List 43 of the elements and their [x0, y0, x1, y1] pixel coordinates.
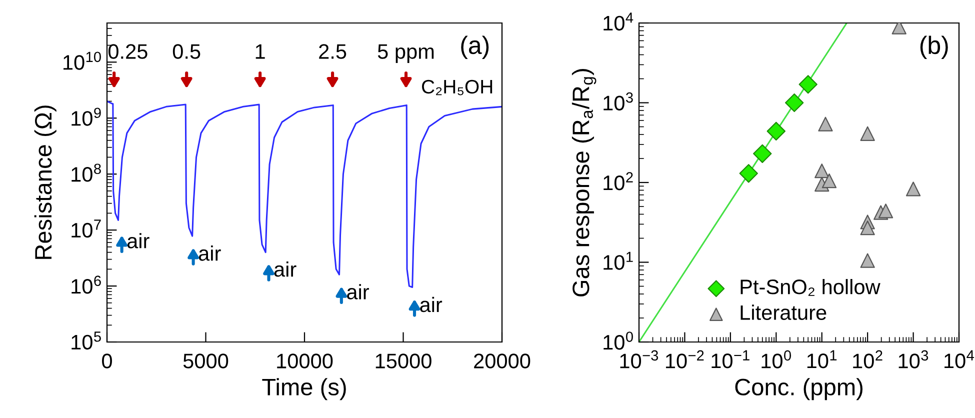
annotation: 1	[256, 44, 265, 59]
y-tick-label: 10$^{8}$	[72, 164, 101, 182]
x-tick-label: 10$^{−1}$	[712, 350, 750, 368]
annotation: air	[127, 233, 150, 248]
annotation: air	[198, 246, 221, 261]
y-tick-label: 10$^{1}$	[604, 252, 633, 270]
y-tick-label: 10$^{3}$	[604, 92, 633, 110]
y-tick-label: 10$^{2}$	[604, 172, 633, 190]
y-tick-label: 10$^{7}$	[72, 220, 101, 238]
x-tick-label: 10000	[277, 354, 333, 368]
x-tick-label: 5000	[183, 354, 228, 368]
annotation: air	[347, 284, 369, 300]
annotation: 5 ppm	[378, 44, 434, 64]
annotation: 0.25	[108, 44, 148, 59]
annotation: air	[274, 261, 296, 277]
y-tick-label: 10$^{9}$	[72, 108, 101, 126]
annotation: air	[420, 296, 442, 312]
y-tick-label: 10$^{4}$	[604, 12, 634, 31]
x-tick-label: 10$^{1}$	[807, 350, 837, 368]
y-tick-label: 10$^{6}$	[72, 276, 101, 294]
y-tick-label: 10$^{10}$	[64, 52, 101, 70]
annotation: 2.5	[319, 44, 346, 59]
x-tick-label: 10$^{−3}$	[620, 350, 658, 368]
annotation: 0.5	[172, 44, 200, 59]
annotation: (b)	[920, 36, 948, 60]
y-tick-label: 10$^{0}$	[604, 332, 633, 350]
x-tick-label: 10$^{3}$	[898, 350, 928, 368]
x-axis-title: Time (s)	[262, 378, 346, 400]
y-axis-title: Gas response (R$_{a}$/R$_{g}$)	[572, 69, 596, 296]
x-tick-label: 10$^{4}$	[944, 350, 974, 368]
annotation: (a)	[461, 36, 489, 60]
x-tick-label: 15000	[376, 354, 432, 368]
y-tick-label: 10$^{5}$	[72, 332, 101, 350]
x-tick-label: 0	[102, 354, 112, 368]
x-axis-title: Conc. (ppm)	[735, 378, 862, 400]
x-tick-label: 10$^{−2}$	[666, 350, 704, 368]
annotation: C₂H₅OH	[422, 80, 492, 96]
x-tick-label: 10$^{2}$	[853, 350, 882, 368]
x-tick-label: 10$^{0}$	[762, 350, 792, 368]
x-tick-label: 20000	[474, 354, 530, 368]
y-axis-title: Resistance (Ω)	[34, 106, 56, 259]
legend-label: Literature	[740, 304, 826, 320]
legend-label: Pt-SnO₂ hollow	[740, 279, 880, 296]
